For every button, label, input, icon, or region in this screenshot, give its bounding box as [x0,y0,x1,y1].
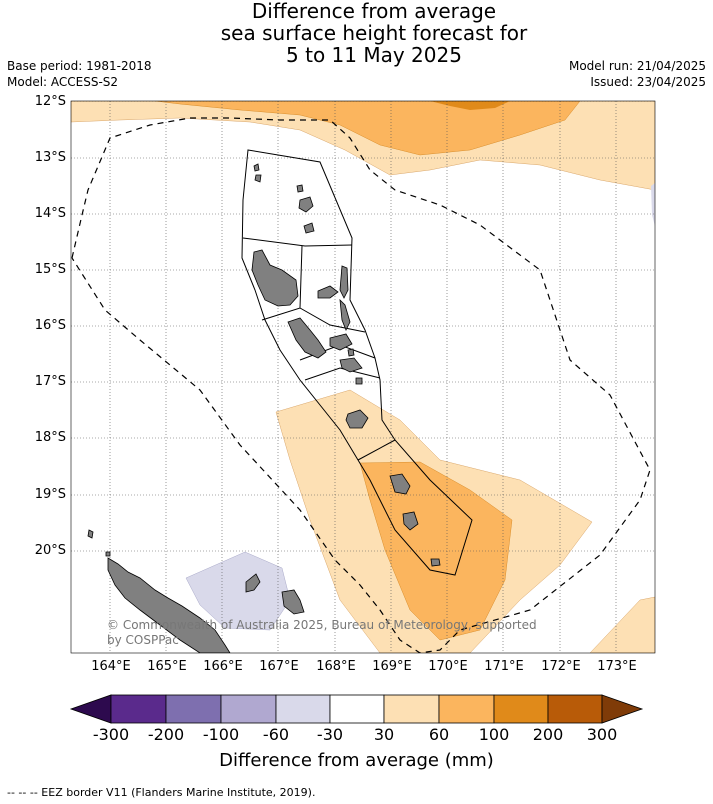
lat-label-14s: 14°S [34,206,66,221]
island-gaua [298,196,314,213]
eez-border [71,117,651,653]
colorbar-label-neg200: -200 [147,725,185,744]
island-ambrym [329,333,353,351]
island-lifou [281,589,305,615]
colorbar-label-neg30: -30 [316,725,344,744]
lon-label-171e: 171°E [484,659,524,674]
lat-label-16s: 16°S [34,318,66,333]
island-tanna [402,511,419,531]
title-line-1: Difference from average [251,0,497,23]
colorbar-extend-max [601,694,644,724]
colorbar-label-neg300: -300 [92,725,130,744]
copyright-credit: © Commonwealth of Australia 2025, Bureau… [107,618,537,648]
eez-footnote: -- -- -- EEZ border V11 (Flanders Marine… [7,786,316,799]
lon-label-167e: 167°E [259,659,299,674]
lon-label-166e: 166°E [203,659,243,674]
island-aoba [317,285,339,299]
lat-label-17s: 17°S [34,374,66,389]
anomaly-60-100-south [359,461,513,641]
lon-label-165e: 165°E [147,659,187,674]
title-line-2: sea surface height forecast for [220,21,528,45]
colorbar-label-200: 200 [532,725,564,744]
colorbar-label-neg100: -100 [202,725,240,744]
colorbar-title: Difference from average (mm) [219,750,494,771]
island-malakula [287,317,327,359]
map-frame [70,100,656,654]
island-pentecost [339,298,351,331]
island-belep [87,529,94,539]
model-name: Model: ACCESS-S2 [7,75,119,89]
island-loyalty-1 [245,573,261,593]
colorbar [69,694,644,724]
island-merelava [303,222,315,234]
island-torres [253,163,260,172]
colorbar-bin-3 [220,694,277,724]
lon-label-169e: 169°E [372,659,412,674]
anomaly-neg-60-30-east [651,183,655,226]
colorbar-label-60: 60 [428,725,450,744]
island-small-nc [105,551,111,557]
island-paama [347,348,355,357]
island-maewo [339,265,349,299]
lon-label-172e: 172°E [541,659,581,674]
lat-label-19s: 19°S [34,487,66,502]
lat-label-18s: 18°S [34,430,66,445]
lat-label-20s: 20°S [34,543,66,558]
colorbar-label-100: 100 [478,725,510,744]
lat-label-13s: 13°S [34,150,66,165]
colorbar-bin-1 [110,694,167,724]
island-epi [339,357,363,373]
island-erromango [389,473,411,495]
colorbar-bin-8 [493,694,549,724]
island-new-caledonia [107,557,231,653]
meta-left: Base period: 1981-2018 Model: ACCESS-S2 [7,58,152,90]
base-period: Base period: 1981-2018 [7,59,152,73]
title-line-3: 5 to 11 May 2025 [286,43,462,67]
map-area [71,101,655,653]
lon-label-170e: 170°E [428,659,468,674]
credit-line-1: © Commonwealth of Australia 2025, Bureau… [107,618,537,632]
colorbar-label-300: 300 [586,725,618,744]
island-ureparapara [254,174,262,183]
lat-label-15s: 15°S [34,262,66,277]
colorbar-bin-7 [438,694,495,724]
island-espiritu-santo [251,249,299,307]
island-tongoa [355,377,363,385]
lon-label-173e: 173°E [597,659,637,674]
anomaly-30-60-southeast [589,596,655,653]
anomaly-60-100-north [154,101,581,156]
lat-label-12s: 12°S [34,94,66,109]
colorbar-bin-4 [275,694,331,724]
credit-line-2: by COSPPac [107,633,179,647]
lon-label-164e: 164°E [91,659,131,674]
islands [87,163,441,653]
island-efate [345,409,369,429]
lon-label-168e: 168°E [316,659,356,674]
meta-right: Model run: 21/04/2025 Issued: 23/04/2025 [569,58,706,90]
colorbar-label-30: 30 [373,725,395,744]
colorbar-extend-min [69,694,112,724]
colorbar-bin-5 [329,694,385,724]
island-vanua-lava [296,184,304,193]
anomaly-100-200-north [430,101,510,110]
colorbar-bin-9 [547,694,603,724]
colorbar-label-neg60: -60 [262,725,290,744]
anomaly-neg-60-30-west [185,551,291,631]
island-aneityum [430,558,441,567]
model-run: Model run: 21/04/2025 [568,59,706,73]
issued-date: Issued: 23/04/2025 [590,75,706,89]
colorbar-bin-6 [383,694,440,724]
colorbar-bin-2 [165,694,222,724]
map-title: Difference from average sea surface heig… [0,0,713,66]
